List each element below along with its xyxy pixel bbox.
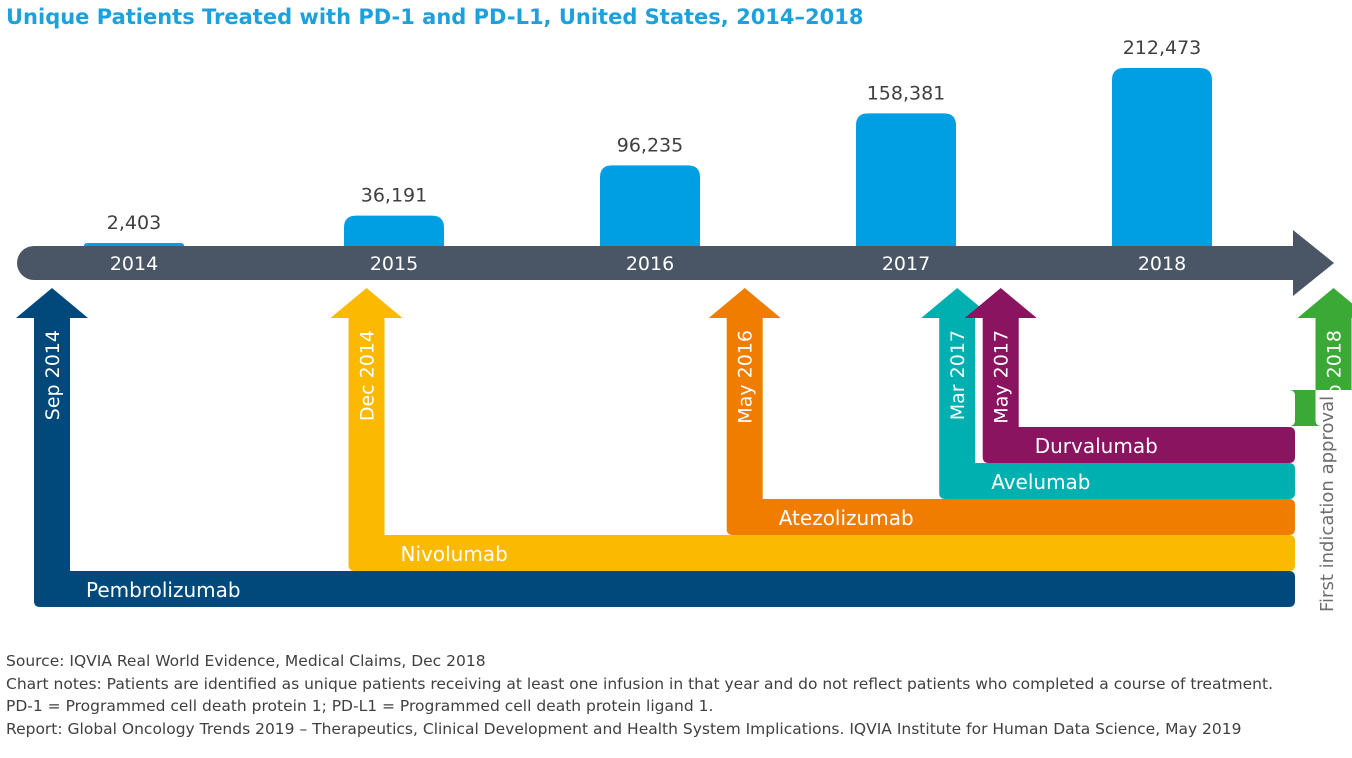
timeline-arrow: [17, 230, 1334, 296]
bars-layer: 2,403 36,191 96,235 158,381 212,473: [84, 37, 1212, 246]
bar-2018: [1112, 68, 1212, 246]
value-label-2017: 158,381: [867, 82, 946, 104]
report-note: Report: Global Oncology Trends 2019 – Th…: [6, 720, 1242, 738]
approval-date-atezolizumab: May 2016: [735, 330, 757, 424]
legend-note: First indication approval: [1317, 396, 1338, 612]
approval-arrow-cemiplimab: [1289, 288, 1352, 426]
approval-arrow-durvalumab: [964, 288, 1295, 463]
approval-arrow-nivolumab: [330, 288, 1295, 571]
year-label-2017: 2017: [882, 253, 930, 275]
year-label-2014: 2014: [110, 253, 158, 275]
abbreviation-note: PD-1 = Programmed cell death protein 1; …: [6, 697, 714, 715]
source-note: Source: IQVIA Real World Evidence, Medic…: [6, 652, 486, 670]
approval-avelumab: Avelumab Mar 2017: [921, 288, 1295, 499]
approval-atezolizumab: Atezolizumab May 2016: [708, 288, 1295, 535]
value-label-2015: 36,191: [361, 185, 427, 207]
approval-date-durvalumab: May 2017: [991, 330, 1013, 424]
bar-2015: [344, 215, 444, 246]
timeline-layer: 2014 2015 2016 2017 2018: [17, 230, 1334, 296]
value-label-2016: 96,235: [617, 134, 683, 156]
year-label-2015: 2015: [370, 253, 418, 275]
approvals-layer: Pembrolizumab Sep 2014 Nivolumab Dec 2014 At…: [16, 288, 1352, 607]
drug-label-avelumab: Avelumab: [991, 470, 1090, 494]
approval-pembrolizumab: Pembrolizumab Sep 2014: [16, 288, 1295, 607]
chart-title: Unique Patients Treated with PD-1 and PD…: [6, 5, 863, 29]
approval-date-pembrolizumab: Sep 2014: [42, 330, 64, 420]
chart-notes: Chart notes: Patients are identified as …: [6, 675, 1274, 693]
year-label-2018: 2018: [1138, 253, 1186, 275]
approval-cemiplimab: CemiplimabSep 2018: [1289, 288, 1352, 426]
approval-durvalumab: Durvalumab May 2017: [964, 288, 1295, 463]
bar-2016: [600, 165, 700, 246]
approval-arrow-atezolizumab: [708, 288, 1295, 535]
approval-date-cemiplimab: Sep 2018: [1324, 330, 1346, 420]
year-label-2016: 2016: [626, 253, 674, 275]
drug-label-pembrolizumab: Pembrolizumab: [86, 578, 241, 602]
drug-label-nivolumab: Nivolumab: [401, 542, 508, 566]
bar-2017: [856, 113, 956, 246]
approval-date-avelumab: Mar 2017: [947, 330, 969, 420]
drug-label-atezolizumab: Atezolizumab: [779, 506, 914, 530]
chart: Unique Patients Treated with PD-1 and PD…: [6, 5, 1352, 612]
value-label-2018: 212,473: [1123, 37, 1202, 59]
approval-nivolumab: Nivolumab Dec 2014: [330, 288, 1295, 571]
footnotes: Source: IQVIA Real World Evidence, Medic…: [6, 652, 1350, 742]
approval-arrow-avelumab: [921, 288, 1295, 499]
drug-label-durvalumab: Durvalumab: [1035, 434, 1158, 458]
value-label-2014: 2,403: [107, 212, 161, 234]
bar-2014: [84, 243, 184, 246]
approval-arrow-pembrolizumab: [16, 288, 1295, 607]
approval-date-nivolumab: Dec 2014: [357, 330, 379, 421]
